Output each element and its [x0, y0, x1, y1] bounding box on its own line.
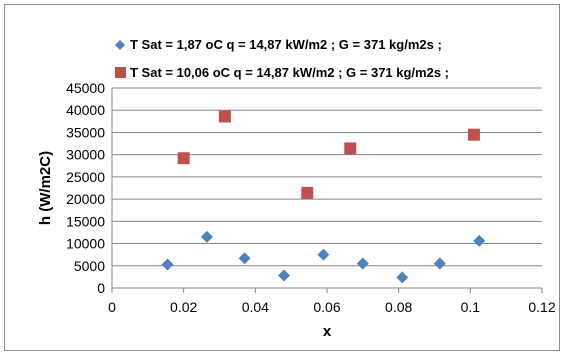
- y-tick-label: 20000: [66, 191, 105, 207]
- data-point-diamond: [278, 269, 290, 282]
- y-tick-label: 45000: [66, 80, 105, 96]
- y-tick-label: 40000: [66, 102, 105, 118]
- axes: [111, 88, 542, 289]
- y-tick-label: 5000: [74, 258, 105, 274]
- data-point-diamond: [396, 271, 409, 284]
- y-tick-label: 10000: [66, 236, 105, 252]
- x-axis-title: x: [323, 323, 332, 340]
- legend-item-series-1: T Sat = 1,87 oC q = 14,87 kW/m2 ; G = 37…: [115, 37, 442, 52]
- data-point-diamond: [433, 257, 446, 270]
- x-tick-labels: 0 0.02 0.04 0.06 0.08 0.1 0.12: [108, 288, 556, 315]
- x-tick-label: 0: [108, 299, 116, 315]
- x-tick-label: 0.12: [528, 299, 555, 315]
- legend-marker-diamond: [115, 40, 125, 50]
- x-tick-label: 0.06: [313, 299, 340, 315]
- data-point-square: [344, 142, 357, 155]
- legend-item-series-2: T Sat = 10,06 oC q = 14,87 kW/m2 ; G = 3…: [115, 65, 449, 80]
- data-point-square: [301, 186, 314, 199]
- y-tick-label: 25000: [66, 169, 105, 185]
- data-point-square: [218, 110, 231, 123]
- data-point-diamond: [238, 252, 251, 265]
- x-tick-label: 0.04: [242, 299, 269, 315]
- legend-label-series-2: T Sat = 10,06 oC q = 14,87 kW/m2 ; G = 3…: [130, 65, 449, 80]
- data-point-diamond: [200, 230, 213, 243]
- chart-frame: [4, 4, 560, 351]
- x-tick-label: 0.1: [461, 299, 481, 315]
- data-point-square: [467, 128, 480, 141]
- data-point-square: [177, 152, 190, 165]
- series-2: [177, 110, 480, 199]
- data-point-diamond: [356, 257, 369, 270]
- series-1: [161, 230, 486, 284]
- x-tick-label: 0.08: [385, 299, 412, 315]
- data-point-diamond: [161, 258, 174, 271]
- y-axis-title: h (W/m2C): [37, 151, 54, 225]
- legend: T Sat = 1,87 oC q = 14,87 kW/m2 ; G = 37…: [115, 37, 449, 80]
- data-points: [161, 110, 486, 284]
- y-tick-label: 15000: [66, 213, 105, 229]
- legend-marker-square: [115, 67, 126, 78]
- y-tick-label: 0: [97, 280, 105, 296]
- y-tick-labels: 0 5000 10000 15000 20000 25000 30000 35000 40000…: [66, 80, 105, 296]
- data-point-diamond: [317, 248, 330, 261]
- x-tick-label: 0.02: [170, 299, 197, 315]
- legend-label-series-1: T Sat = 1,87 oC q = 14,87 kW/m2 ; G = 37…: [130, 37, 442, 52]
- y-tick-label: 35000: [66, 124, 105, 140]
- y-tick-label: 30000: [66, 147, 105, 163]
- data-point-diamond: [473, 234, 486, 247]
